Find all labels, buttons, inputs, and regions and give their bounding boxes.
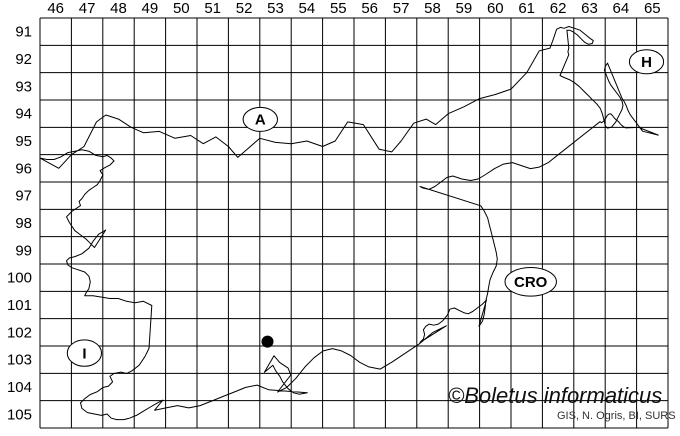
svg-text:H: H [641, 54, 652, 71]
svg-text:99: 99 [15, 242, 32, 259]
svg-text:49: 49 [142, 0, 159, 17]
svg-text:65: 65 [644, 0, 661, 17]
svg-text:104: 104 [7, 379, 32, 396]
svg-text:47: 47 [79, 0, 96, 17]
svg-text:55: 55 [330, 0, 347, 17]
svg-text:50: 50 [173, 0, 190, 17]
svg-text:46: 46 [47, 0, 64, 17]
svg-text:101: 101 [7, 297, 32, 314]
svg-text:52: 52 [236, 0, 253, 17]
svg-text:59: 59 [456, 0, 473, 17]
svg-text:A: A [255, 112, 266, 129]
svg-text:102: 102 [7, 324, 32, 341]
svg-text:©Boletus informaticus: ©Boletus informaticus [448, 383, 662, 408]
svg-text:62: 62 [550, 0, 567, 17]
svg-text:97: 97 [15, 188, 32, 205]
svg-text:53: 53 [267, 0, 284, 17]
svg-text:56: 56 [361, 0, 378, 17]
svg-text:54: 54 [299, 0, 316, 17]
svg-text:95: 95 [15, 133, 32, 150]
svg-text:96: 96 [15, 160, 32, 177]
svg-text:GIS, N. Ogris, BI, SURS: GIS, N. Ogris, BI, SURS [557, 410, 676, 422]
svg-text:57: 57 [393, 0, 410, 17]
svg-text:100: 100 [7, 270, 32, 287]
svg-text:48: 48 [110, 0, 127, 17]
svg-text:91: 91 [15, 24, 32, 41]
svg-text:94: 94 [15, 106, 32, 123]
svg-text:93: 93 [15, 78, 32, 95]
svg-text:61: 61 [518, 0, 535, 17]
svg-text:I: I [82, 346, 86, 363]
svg-text:92: 92 [15, 51, 32, 68]
svg-text:63: 63 [581, 0, 598, 17]
svg-text:CRO: CRO [514, 274, 548, 291]
svg-text:105: 105 [7, 406, 32, 423]
svg-text:60: 60 [487, 0, 504, 17]
svg-text:51: 51 [204, 0, 221, 17]
svg-text:98: 98 [15, 215, 32, 232]
svg-text:58: 58 [424, 0, 441, 17]
svg-text:103: 103 [7, 352, 32, 369]
svg-text:64: 64 [613, 0, 630, 17]
